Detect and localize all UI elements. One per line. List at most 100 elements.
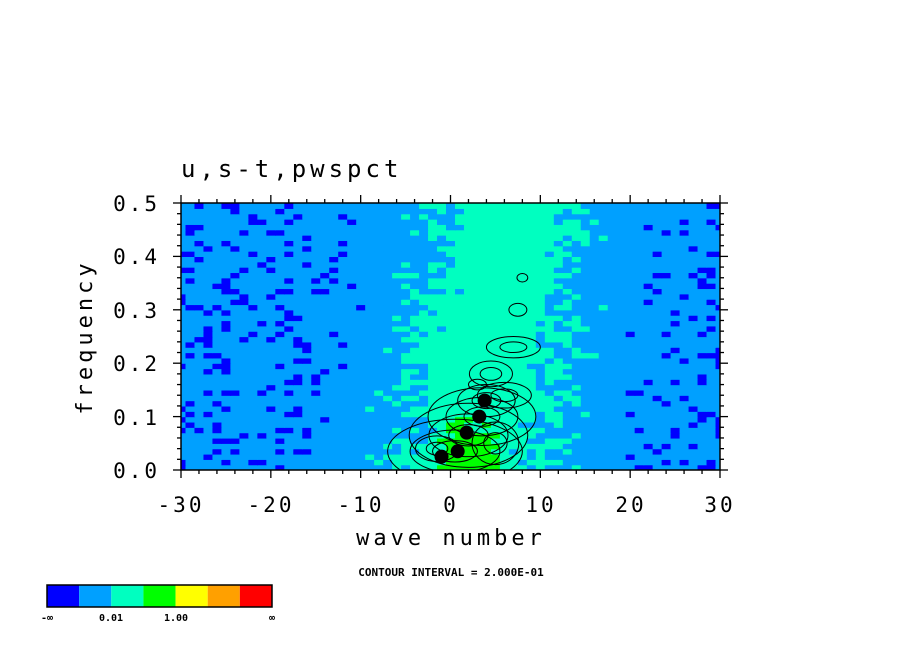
heat-cell — [419, 267, 429, 274]
heat-cell — [248, 267, 258, 274]
heat-cell — [535, 443, 546, 450]
heat-cell — [302, 309, 312, 316]
heat-cell — [212, 283, 223, 290]
heat-cell — [338, 405, 348, 412]
heat-cell — [356, 229, 366, 236]
heat-cell — [248, 320, 258, 327]
heat-cell — [392, 379, 402, 386]
heat-cell — [194, 224, 205, 231]
heat-cell — [670, 416, 681, 423]
heat-cell — [194, 309, 205, 316]
heat-cell — [607, 389, 618, 396]
heat-cell — [392, 421, 402, 428]
heat-cell — [239, 443, 249, 450]
heat-cell — [401, 432, 411, 439]
heat-cell — [616, 267, 627, 274]
heat-cell — [185, 208, 196, 215]
heat-cell — [257, 464, 267, 470]
heat-cell — [383, 267, 393, 274]
heat-cell — [311, 379, 321, 386]
heat-cell — [562, 437, 573, 444]
heat-cell — [544, 453, 555, 460]
heat-cell — [580, 304, 591, 311]
heat-cell — [508, 245, 519, 252]
heat-cell — [221, 325, 232, 332]
heat-cell — [706, 400, 717, 407]
heat-cell — [248, 229, 258, 236]
heat-cell — [553, 261, 564, 268]
heat-cell — [634, 395, 645, 402]
heat-cell — [347, 283, 357, 290]
heat-cell — [239, 363, 249, 370]
heat-cell — [643, 224, 654, 231]
heat-cell — [329, 357, 339, 364]
heat-cell — [185, 389, 196, 396]
heat-cell — [428, 379, 438, 386]
heat-cell — [463, 288, 474, 295]
heat-cell — [365, 267, 375, 274]
heat-cell — [275, 347, 285, 354]
heat-cell — [616, 421, 627, 428]
heat-cell — [688, 448, 699, 455]
heat-cell — [508, 251, 519, 257]
heat-cell — [616, 357, 627, 364]
heat-cell — [544, 357, 555, 364]
contour-line — [432, 440, 478, 463]
heat-cell — [383, 224, 393, 231]
heat-cell — [374, 224, 384, 231]
heat-cell — [463, 208, 474, 215]
heat-cell — [535, 448, 546, 455]
heat-cell — [679, 235, 690, 241]
heat-cell — [571, 411, 582, 418]
heat-cell — [356, 443, 366, 450]
heat-cell — [329, 363, 339, 370]
heat-cell — [257, 432, 267, 439]
heat-cell — [562, 395, 573, 402]
heat-cell — [544, 277, 555, 284]
heat-cell — [257, 203, 267, 209]
heat-cell — [365, 325, 375, 332]
heat-cell — [508, 443, 519, 450]
heat-cell — [257, 320, 267, 327]
heat-cell — [248, 208, 258, 215]
heat-cell — [688, 427, 699, 434]
heat-cell — [347, 320, 357, 327]
heat-cell — [490, 261, 501, 268]
heat-cell — [194, 357, 205, 364]
heat-cell — [428, 261, 438, 268]
heat-cell — [194, 245, 205, 252]
heat-cell — [302, 453, 312, 460]
heat-cell — [419, 416, 429, 423]
heat-cell — [589, 219, 600, 225]
heat-cell — [688, 299, 699, 306]
heat-cell — [616, 432, 627, 439]
heat-cell — [598, 293, 609, 300]
heat-cell — [607, 251, 618, 257]
heat-cell — [392, 389, 402, 396]
heat-cell — [571, 416, 582, 423]
heat-cell — [688, 315, 699, 322]
heat-cell — [472, 288, 483, 295]
heat-cell — [212, 320, 223, 327]
heat-cell — [697, 208, 708, 215]
heat-cell — [490, 432, 501, 439]
heat-cell — [553, 219, 564, 225]
heat-cell — [257, 240, 267, 247]
heat-cell — [508, 283, 519, 290]
heat-cell — [688, 331, 699, 338]
heat-cell — [293, 235, 303, 241]
heat-cell — [508, 208, 519, 215]
heat-cell — [598, 416, 609, 423]
heat-cell — [670, 464, 681, 470]
heat-cell — [419, 293, 429, 300]
heat-cell — [544, 368, 555, 375]
heat-cell — [410, 443, 420, 450]
heat-cell — [634, 224, 645, 231]
heat-cell — [392, 245, 402, 252]
heat-cell — [661, 379, 672, 386]
heat-cell — [185, 395, 196, 402]
heat-cell — [679, 379, 690, 386]
heat-cell — [239, 261, 249, 268]
heat-cell — [535, 245, 546, 252]
